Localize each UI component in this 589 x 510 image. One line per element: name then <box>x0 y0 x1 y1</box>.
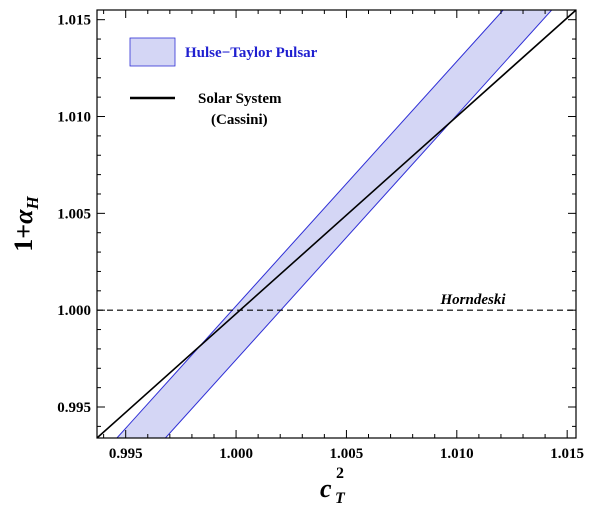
x-axis-title-base: c <box>320 474 332 503</box>
x-axis-title-sub: T <box>335 490 346 507</box>
y-axis-title-sub: H <box>23 196 42 211</box>
y-tick-label: 1.015 <box>57 13 91 29</box>
y-axis-title-prefix: 1+ <box>9 224 38 252</box>
ticks: 0.995 1.000 1.005 1.010 1.015 0.995 1.000 1.005… <box>57 10 584 462</box>
plot-frame <box>96 9 577 439</box>
y-tick-label: 1.010 <box>57 110 91 126</box>
y-axis-title-greek: α <box>9 209 38 224</box>
y-axis-title: 1+αH <box>9 196 42 252</box>
y-tick-label: 0.995 <box>57 400 91 416</box>
legend-band-swatch <box>129 37 176 67</box>
x-tick-label: 1.000 <box>219 446 253 462</box>
x-axis-title-sup: 2 <box>336 465 344 482</box>
horndeski-annotation: Horndeski <box>439 292 506 308</box>
y-tick-label: 1.000 <box>57 303 91 319</box>
legend-line-label: Solar System <box>198 91 282 107</box>
legend-line-label-2: (Cassini) <box>211 112 268 128</box>
x-tick-label: 1.005 <box>330 446 364 462</box>
y-axis-title-text: 1+αH <box>9 196 42 252</box>
solar-system-line <box>97 10 576 438</box>
legend-band-label: Hulse−Taylor Pulsar <box>185 45 318 61</box>
y-tick-label: 1.005 <box>57 206 91 222</box>
x-tick-label: 1.010 <box>440 446 474 462</box>
x-axis-title: c 2 T <box>320 465 346 507</box>
pulsar-band <box>116 10 553 438</box>
plot-area <box>97 10 576 438</box>
legend: Hulse−Taylor Pulsar Solar System (Cassin… <box>129 37 318 128</box>
x-tick-label: 0.995 <box>109 446 143 462</box>
x-tick-label: 1.015 <box>550 446 584 462</box>
